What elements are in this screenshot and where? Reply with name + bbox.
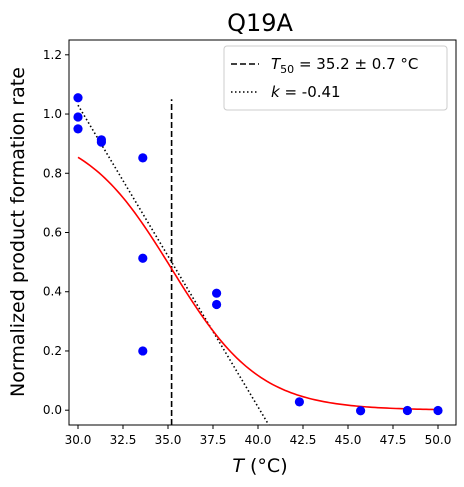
legend: T50 = 35.2 ± 0.7 °C k = -0.41 xyxy=(223,45,448,111)
data-point xyxy=(73,124,83,134)
legend-k-rest: = -0.41 xyxy=(280,83,341,101)
x-tick-label: 40.0 xyxy=(245,433,272,447)
y-axis: 0.0 0.2 0.4 0.6 0.8 1.0 1.2 xyxy=(43,48,69,417)
x-tick-label: 45.0 xyxy=(335,433,362,447)
x-axis-title: T (°C) xyxy=(232,455,287,477)
data-point xyxy=(212,288,222,298)
x-tick-label: 47.5 xyxy=(380,433,407,447)
data-point xyxy=(433,405,443,416)
y-tick-label: 0.4 xyxy=(43,285,62,299)
x-axis-title-symbol: T xyxy=(232,455,245,477)
y-tick-label: 0.8 xyxy=(43,166,62,180)
x-tick-label: 42.5 xyxy=(290,433,317,447)
y-tick-label: 0.0 xyxy=(43,403,62,417)
y-axis-title: Normalized product formation rate xyxy=(7,67,29,397)
y-tick-label: 1.0 xyxy=(43,107,62,121)
x-axis: 30.0 32.5 35.0 37.5 40.0 42.5 45.0 47.5 50.0 xyxy=(65,425,452,447)
legend-t50-symbol: T xyxy=(271,55,282,73)
x-tick-label: 50.0 xyxy=(425,433,452,447)
data-point xyxy=(402,405,412,416)
x-tick-label: 35.0 xyxy=(155,433,182,447)
x-tick-label: 32.5 xyxy=(110,433,137,447)
legend-t50-subscript: 50 xyxy=(280,63,294,76)
fit-curve xyxy=(77,156,439,411)
data-point xyxy=(356,406,366,416)
x-tick-label: 37.5 xyxy=(200,433,227,447)
plot-area xyxy=(73,93,443,425)
legend-box xyxy=(223,45,448,111)
legend-entry-k: k = -0.41 xyxy=(271,83,341,101)
y-tick-label: 0.2 xyxy=(43,344,62,358)
y-tick-label: 1.2 xyxy=(43,48,62,62)
data-point xyxy=(73,93,83,103)
data-point xyxy=(73,112,83,122)
data-point xyxy=(138,153,148,163)
x-axis-title-unit: (°C) xyxy=(244,455,288,477)
legend-entry-t50: T50 = 35.2 ± 0.7 °C xyxy=(271,55,418,76)
data-point xyxy=(294,397,304,407)
legend-k-symbol: k xyxy=(271,83,281,101)
data-point xyxy=(138,253,148,263)
data-point xyxy=(138,346,148,356)
y-tick-label: 0.6 xyxy=(43,226,62,240)
data-point xyxy=(96,137,106,147)
slope-line xyxy=(77,104,270,425)
data-point xyxy=(212,299,222,310)
chart-title: Q19A xyxy=(227,9,293,37)
x-tick-label: 30.0 xyxy=(65,433,92,447)
legend-t50-rest: = 35.2 ± 0.7 °C xyxy=(294,55,418,73)
